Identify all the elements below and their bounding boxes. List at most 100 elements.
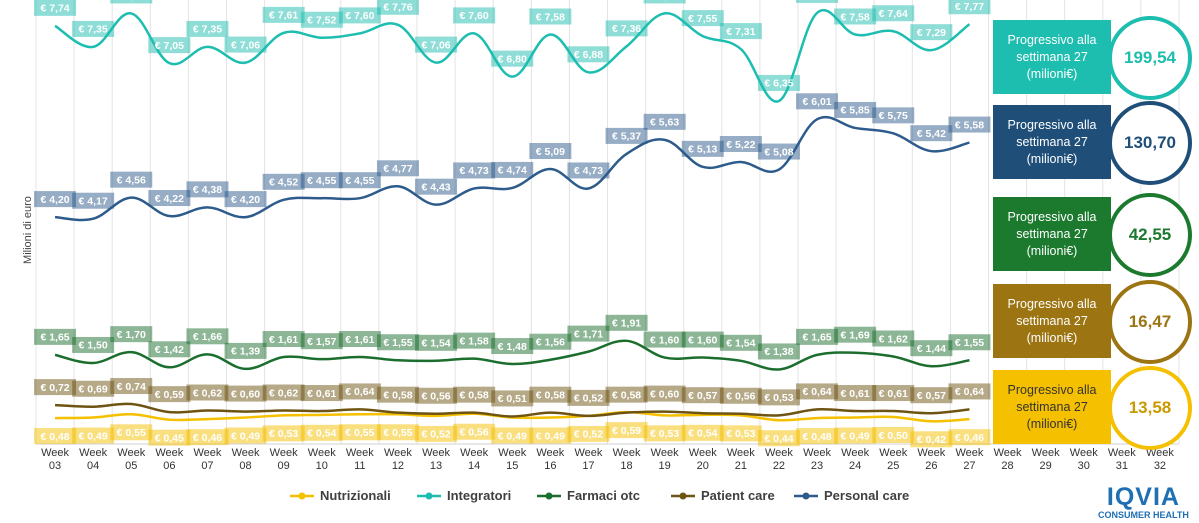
data-label: € 0,59 (612, 425, 641, 437)
data-label: € 0,53 (726, 428, 755, 440)
label-bg (757, 343, 800, 360)
label-bg (110, 378, 153, 395)
label-bg (910, 24, 953, 41)
legend-dot (298, 492, 306, 499)
data-label: € 1,55 (955, 337, 984, 349)
data-label: € 0,50 (879, 430, 908, 442)
label-bg (491, 427, 534, 444)
label-bg (34, 0, 77, 16)
data-label: € 0,52 (574, 393, 603, 405)
x-tick-label: Week 07 (193, 447, 222, 472)
data-label: € 0,64 (345, 386, 374, 398)
x-tick-label: Week 08 (231, 447, 260, 472)
label-bg (529, 427, 572, 444)
data-label: € 1,62 (879, 333, 908, 345)
data-label: € 1,65 (802, 332, 831, 344)
data-label: € 0,72 (40, 382, 69, 394)
label-bg (948, 116, 991, 133)
label-bg (605, 386, 648, 403)
data-label: € 0,61 (841, 388, 870, 400)
data-label: € 0,53 (650, 428, 679, 440)
data-label: € 0,57 (917, 390, 946, 402)
total-value: 16,47 (1108, 280, 1192, 364)
x-tick-label: Week 21 (726, 447, 755, 472)
data-label: € 0,64 (802, 386, 831, 398)
data-label: € 6,88 (574, 49, 603, 61)
data-label: € 1,71 (574, 328, 603, 340)
data-label: € 0,58 (460, 389, 489, 401)
label-bg (186, 181, 229, 198)
total-value: 13,58 (1108, 366, 1192, 450)
total-box: Progressivo alla settimana 27 (milioni€) (993, 105, 1111, 179)
data-label: € 0,49 (498, 430, 527, 442)
label-bg (757, 143, 800, 160)
data-label: € 0,55 (383, 427, 412, 439)
data-label: € 0,42 (917, 434, 946, 446)
legend-item: Nutrizionali (290, 488, 391, 503)
data-label: € 1,50 (79, 340, 108, 352)
data-label: € 7,35 (79, 24, 108, 36)
data-label: € 4,73 (574, 165, 603, 177)
data-label: € 4,74 (498, 165, 527, 177)
data-label: € 1,58 (460, 335, 489, 347)
label-bg (681, 424, 724, 441)
label-bg (453, 162, 496, 179)
series-line (54, 9, 971, 103)
legend-label: Farmaci otc (567, 488, 640, 503)
legend-item: Patient care (671, 488, 775, 503)
logo-tagline: CONSUMER HEALTH (1098, 510, 1189, 520)
data-label: € 1,65 (40, 332, 69, 344)
label-bg (300, 11, 343, 28)
label-bg (796, 383, 839, 400)
legend-dot (545, 492, 553, 499)
x-tick-label: Week 03 (41, 447, 69, 472)
label-bg (719, 425, 762, 442)
label-bg (872, 385, 915, 402)
legend-dot (802, 492, 810, 499)
legend-dot (425, 492, 433, 499)
label-bg (796, 428, 839, 445)
legend-dot (679, 492, 687, 499)
data-label: € 5,58 (955, 119, 984, 131)
label-bg (224, 385, 267, 402)
label-bg (376, 424, 419, 441)
data-label: € 0,55 (345, 427, 374, 439)
series-line (54, 115, 970, 222)
label-bg (72, 336, 115, 353)
legend-item: Farmaci otc (537, 488, 640, 503)
data-label: € 1,42 (155, 344, 184, 356)
data-label: € 4,52 (269, 177, 298, 189)
label-bg (415, 36, 458, 53)
data-label: € 6,35 (764, 78, 793, 90)
total-box: Progressivo alla settimana 27 (milioni€) (993, 197, 1111, 271)
label-bg (110, 0, 153, 4)
data-label: € 0,60 (231, 388, 260, 400)
label-bg (948, 429, 991, 446)
x-tick-label: Week 10 (307, 447, 336, 472)
legend-label: Personal care (824, 488, 910, 503)
x-tick-label: Week 28 (993, 447, 1022, 472)
data-label: € 4,77 (383, 163, 412, 175)
label-bg (643, 425, 686, 442)
label-bg (719, 135, 762, 152)
data-label: € 7,98 (802, 0, 831, 2)
x-tick-label: Week 23 (803, 447, 831, 472)
data-label: € 7,74 (40, 3, 69, 15)
label-bg (872, 107, 915, 124)
data-label: € 5,75 (879, 110, 908, 122)
label-bg (415, 334, 458, 351)
label-bg (605, 422, 648, 439)
label-bg (567, 425, 610, 442)
data-label: € 7,58 (841, 11, 870, 23)
y-axis-label: Milioni di euro (22, 196, 34, 264)
label-bg (491, 390, 534, 407)
data-label: € 5,13 (688, 144, 717, 156)
data-label: € 5,37 (612, 131, 641, 143)
label-bg (491, 338, 534, 355)
x-tick-label: Week 15 (498, 447, 527, 472)
data-label: € 0,61 (307, 388, 336, 400)
x-tick-label: Week 27 (955, 447, 984, 472)
label-bg (415, 425, 458, 442)
x-tick-label: Week 11 (345, 447, 374, 472)
